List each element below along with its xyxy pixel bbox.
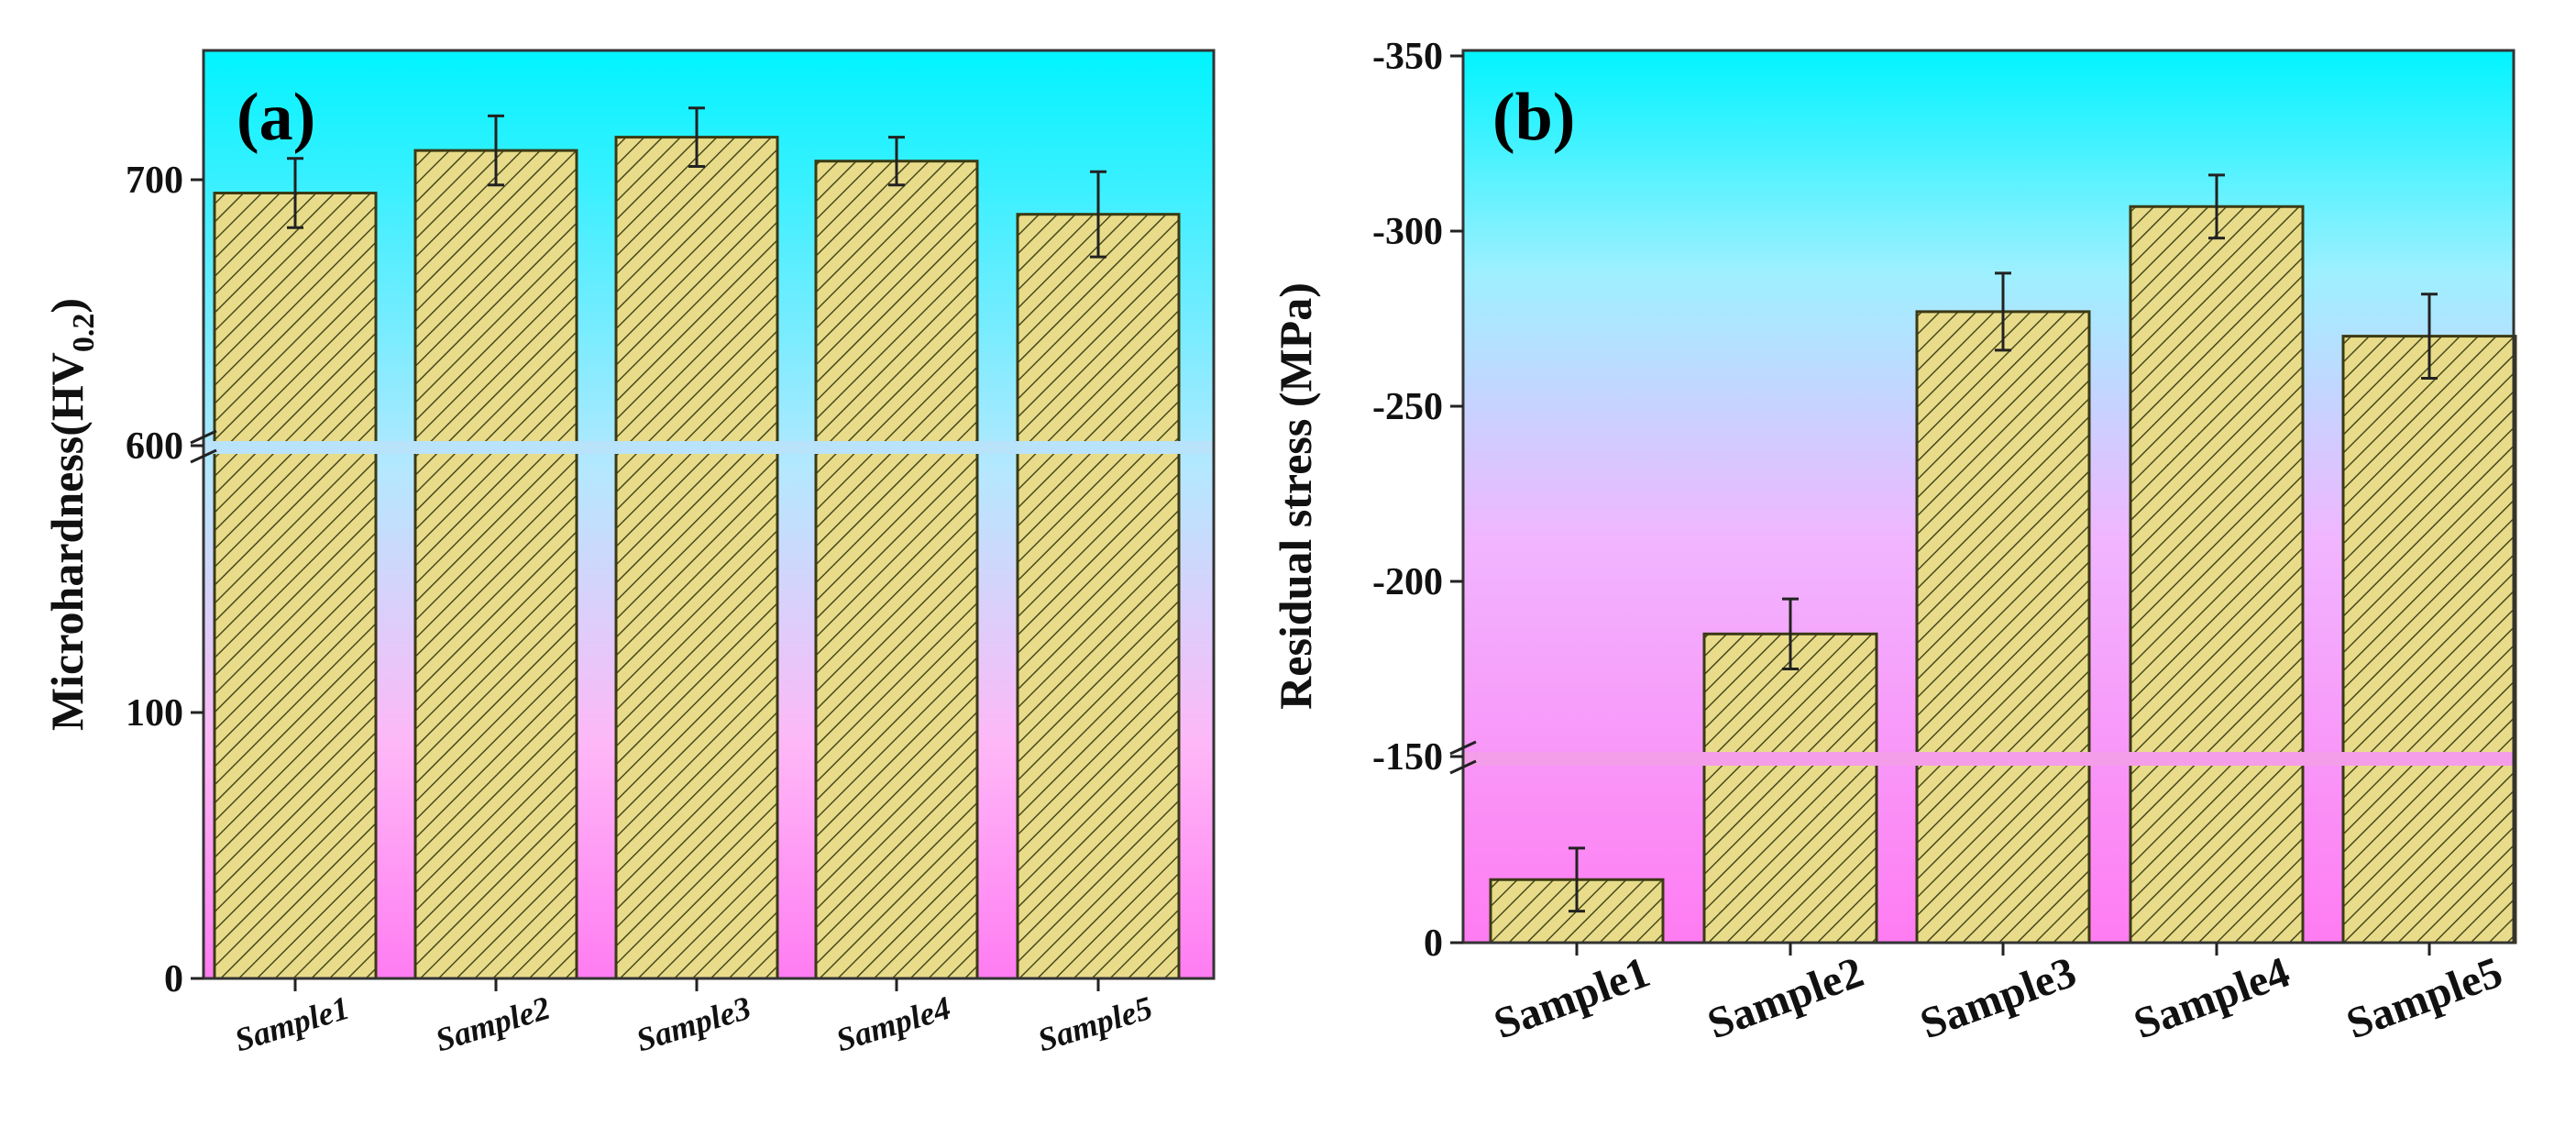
axis-break-band-b	[1463, 752, 2514, 766]
panel-label-b: (b)	[1492, 80, 1575, 155]
bar-a-sample5	[1016, 213, 1181, 980]
error-bar-a-sample5	[1090, 170, 1106, 259]
x-tick-label-b-3: Sample3	[1914, 947, 2083, 1048]
error-bar-b-sample2	[1782, 597, 1799, 670]
axis-break-mark-a	[190, 429, 217, 464]
x-ticks-a: Sample1 Sample2 Sample3 Sample4 Sample5	[230, 978, 1157, 1059]
y-tick-label-b-1: -150	[1372, 736, 1443, 779]
x-tick-label-a-5: Sample5	[1033, 989, 1156, 1059]
x-tick-label-b-5: Sample5	[2340, 947, 2509, 1048]
y-tick-label-b-0: 0	[1424, 923, 1443, 965]
axis-break-band-a	[204, 441, 1214, 454]
error-bar-a-sample4	[888, 136, 905, 187]
y-ticks-a: 0 100 600 700	[126, 160, 204, 1000]
x-tick-label-a-2: Sample2	[431, 989, 554, 1059]
x-ticks-b: Sample1 Sample2 Sample3 Sample4 Sample5	[1488, 943, 2509, 1048]
bars-a	[213, 106, 1181, 980]
error-bar-b-sample3	[1995, 271, 2011, 352]
y-axis-title-a: Microhardness(HV0.2)	[41, 298, 101, 731]
plot-frame-b	[1461, 49, 2515, 945]
plot-frame-a	[202, 49, 1216, 980]
bar-b-sample3	[1915, 310, 2091, 945]
x-tick-label-a-3: Sample3	[632, 989, 754, 1059]
panel-b: 0-150-200-250-300-350 Sample1 Sample2 Samp…	[1270, 36, 2517, 1048]
y-tick-label-a-1: 100	[126, 692, 183, 735]
y-tick-label-a-2: 600	[126, 425, 183, 468]
bar-a-sample3	[614, 136, 779, 980]
x-tick-label-b-2: Sample2	[1701, 947, 1870, 1048]
y-tick-label-a-3: 700	[126, 160, 183, 202]
error-bar-b-sample1	[1569, 846, 1585, 913]
bar-b-sample2	[1702, 632, 1878, 945]
error-bar-a-sample1	[287, 157, 303, 229]
bar-b-sample5	[2341, 335, 2517, 945]
y-tick-label-b-2: -200	[1372, 561, 1443, 603]
bar-b-sample4	[2129, 204, 2305, 945]
x-tick-label-a-4: Sample4	[831, 989, 954, 1059]
error-bar-b-sample5	[2421, 293, 2438, 380]
bar-a-sample2	[413, 149, 578, 980]
bars-b	[1489, 173, 2517, 945]
axis-break-mark-b	[1449, 740, 1477, 775]
error-bar-a-sample2	[488, 114, 504, 187]
error-bar-b-sample4	[2208, 173, 2225, 240]
x-tick-label-b-4: Sample4	[2128, 947, 2296, 1048]
y-axis-title-b: Residual stress (MPa)	[1270, 282, 1321, 710]
bar-a-sample1	[213, 192, 378, 980]
x-tick-label-b-1: Sample1	[1488, 947, 1657, 1048]
y-tick-label-b-3: -250	[1372, 386, 1443, 428]
y-tick-label-b-5: -350	[1372, 36, 1443, 78]
x-tick-label-a-1: Sample1	[230, 989, 353, 1059]
y-tick-label-b-4: -300	[1372, 211, 1443, 253]
y-tick-label-a-0: 0	[164, 958, 183, 1000]
error-bar-a-sample3	[688, 106, 705, 168]
panel-label-a: (a)	[237, 80, 315, 155]
y-ticks-b: 0 -150 -200 -250 -300 -350	[1372, 36, 1463, 965]
bar-a-sample4	[814, 160, 979, 980]
